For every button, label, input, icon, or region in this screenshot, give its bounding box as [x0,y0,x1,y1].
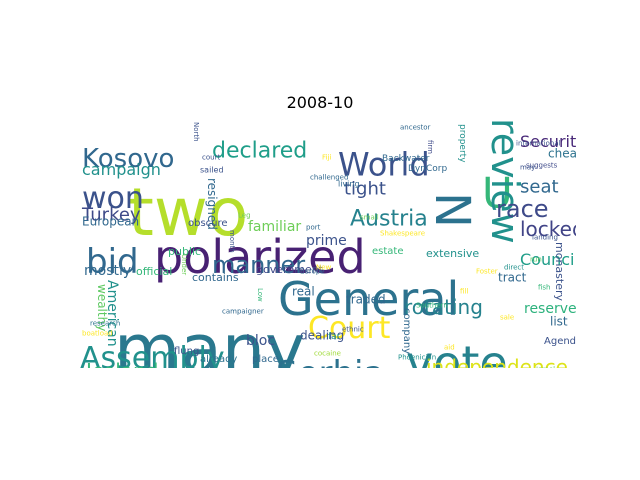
cloud-word: extensive [426,247,479,260]
cloud-word: property [457,124,467,163]
figure-title: 2008-10 [0,93,640,112]
cloud-word: international [516,140,561,148]
cloud-word: traded [346,293,386,307]
cloud-word: Backwater [382,154,430,164]
cloud-word: Israel [536,366,555,368]
cloud-word: month [228,230,236,253]
cloud-word: DynCorp [408,164,447,174]
cloud-word: Low [256,288,264,302]
cloud-word: fill [460,288,468,296]
cloud-word: place [252,354,279,365]
cloud-word: estate [372,246,403,257]
cloud-word: contains [192,271,239,284]
cloud-word: landing [532,234,558,242]
cloud-word: sale [500,314,514,322]
cloud-word: sailed [200,165,224,174]
cloud-word: court [202,154,220,162]
cloud-word: tract [498,271,527,285]
cloud-word: N [424,192,480,228]
cloud-word: list [550,315,568,329]
cloud-word: Foster [476,268,498,276]
cloud-word: Leg [238,212,251,220]
cloud-word: Iceland [86,359,158,368]
cloud-word: obscure [188,218,228,229]
cloud-word: familiar [248,219,301,235]
cloud-word: challenged [310,174,348,182]
cloud-word: boatload [82,330,113,338]
cloud-word: may [520,164,535,172]
cloud-word: Shakespeare [380,230,425,238]
cloud-word: ancestor [400,124,431,132]
cloud-word: ethnic [342,326,364,334]
cloud-word: aid [444,344,455,352]
cloud-word: official [136,265,172,278]
cloud-word: already [200,354,237,365]
cloud-word: flung [174,346,199,357]
cloud-word: European [82,215,139,229]
cloud-word: campaigner [222,308,264,316]
cloud-word: far [328,332,341,342]
cloud-word: prime [306,233,347,249]
cloud-word: mostly [84,263,131,279]
cloud-word: Southern [416,302,448,310]
cloud-word: fish [538,284,551,292]
cloud-word: declared [212,139,307,164]
cloud-word: New [316,264,332,272]
cloud-word: cheap [548,147,576,161]
cloud-word: bloc [246,333,275,349]
cloud-word: small [360,214,379,222]
cloud-word: Phoenician [398,354,436,362]
cloud-word: real [292,285,315,299]
cloud-word: Fiji [322,154,331,162]
cloud-word: direct [504,264,524,272]
cloud-word: company [401,308,412,354]
cloud-word: cocaine [314,350,341,358]
cloud-word: run [530,256,542,264]
cloud-word: Under [180,254,188,275]
cloud-word: seat [520,176,559,197]
cloud-word: research [90,320,120,328]
cloud-word: campaign [82,160,161,179]
cloud-word: port [306,224,321,232]
cloud-word: monastery [553,242,566,301]
cloud-word: Council [520,250,576,269]
cloud-word: North [192,122,200,142]
cloud-word: firm [426,140,434,154]
